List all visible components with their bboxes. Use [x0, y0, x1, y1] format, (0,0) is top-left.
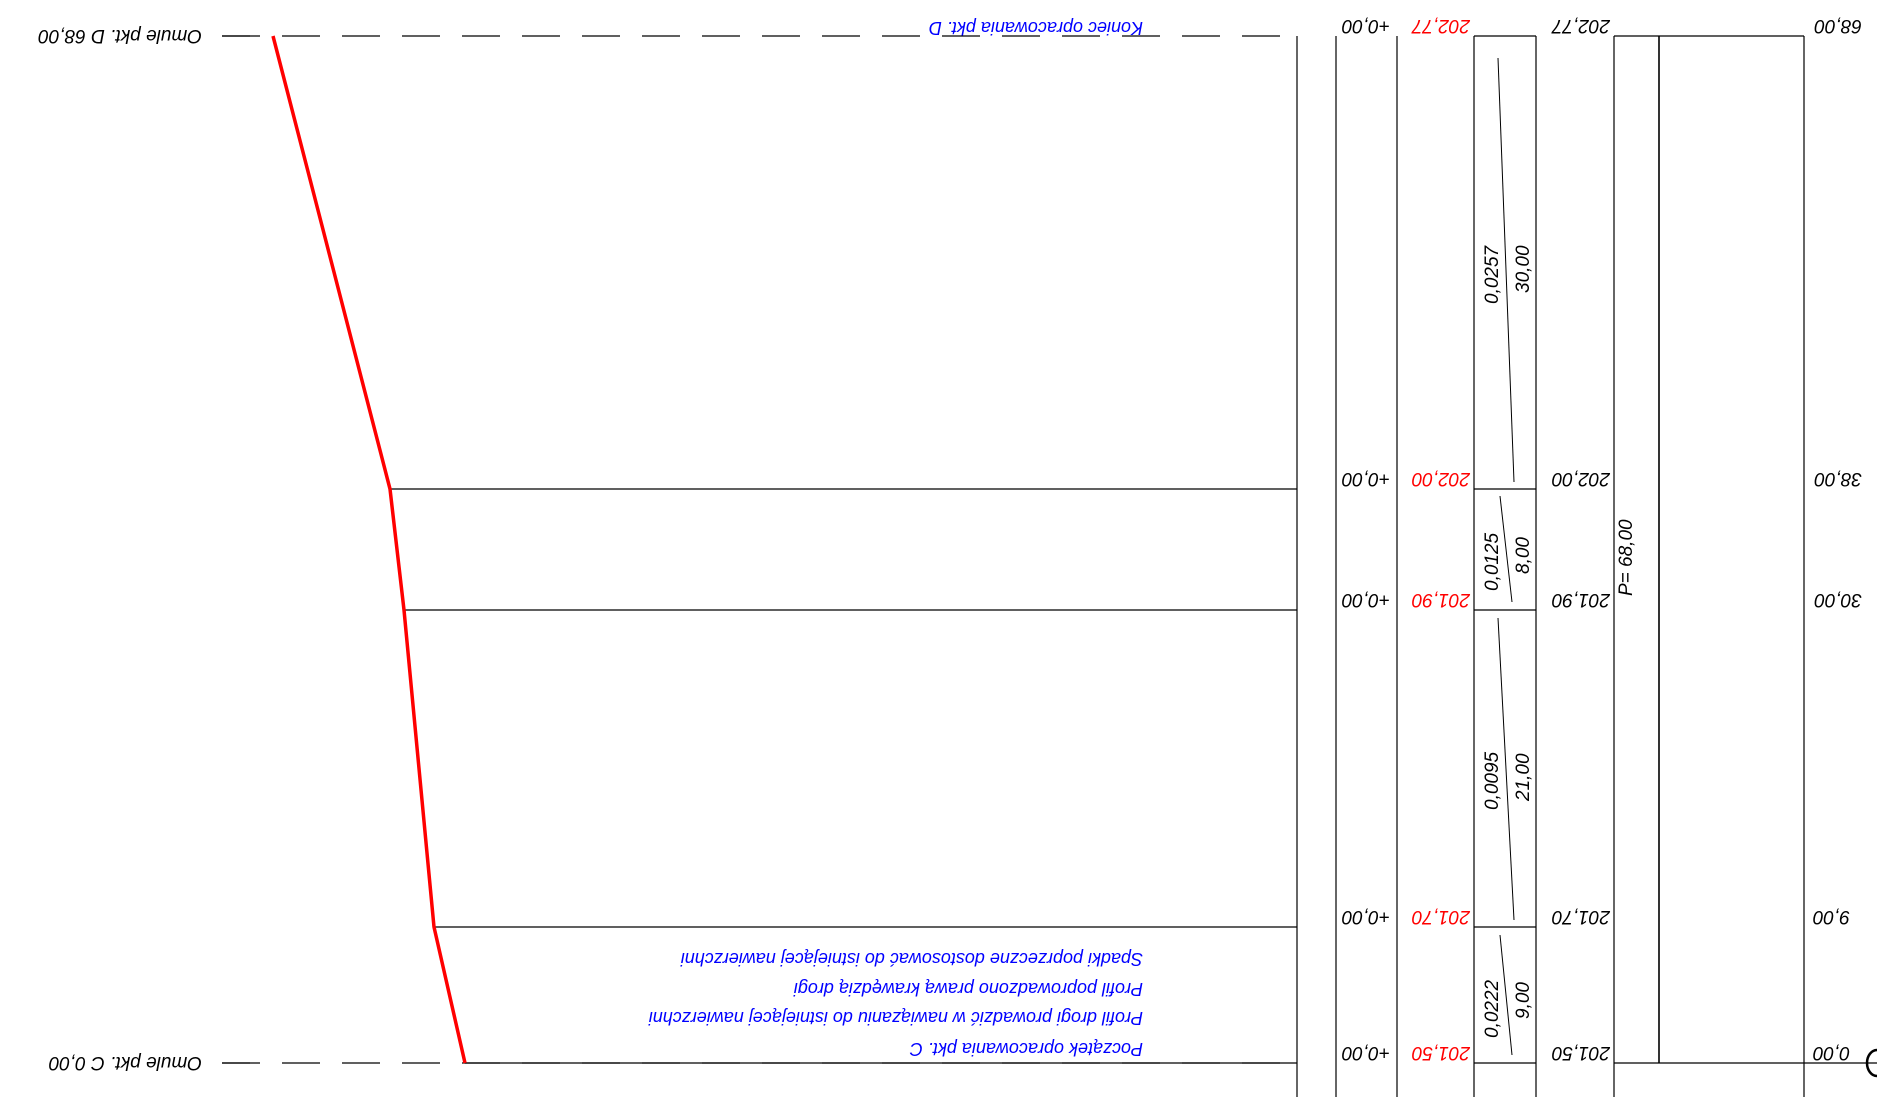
note-2: Profil poprowadzono prawą krawędzią drog…	[793, 979, 1143, 999]
profile-line	[271, 35, 467, 1064]
grade-stroke-4	[1499, 934, 1513, 1056]
note-3: Profil drogi prowadzić w nawiązaniu do i…	[648, 1008, 1143, 1028]
station-9: 9,00	[1813, 906, 1850, 927]
design-elev-68: 202,77	[1410, 15, 1471, 36]
design-elev-0: 201,50	[1411, 1042, 1471, 1063]
end-label-top: Omule pkt. D 68,00	[38, 25, 202, 46]
grade-length-4: 9,00	[1513, 982, 1534, 1019]
diff-0: +0,00	[1341, 1042, 1390, 1063]
terrain-elev-0: 201,50	[1551, 1042, 1611, 1063]
design-elev-9: 201,70	[1411, 906, 1471, 927]
diff-68: +0,00	[1341, 15, 1390, 36]
notes-upside-down: Koniec opracowania pkt. D Spadki poprzec…	[648, 18, 1143, 1059]
grade-stroke-2	[1499, 495, 1513, 603]
station-0: 0,00	[1813, 1042, 1850, 1063]
grade-slope-2: 0,0125	[1482, 532, 1503, 591]
grade-slope-4: 0,0222	[1482, 979, 1503, 1038]
diff-38: +0,00	[1341, 468, 1390, 489]
grade-slope-1: 0,0257	[1482, 244, 1503, 304]
diff-9: +0,00	[1341, 906, 1390, 927]
grade-slope-3: 0,0095	[1482, 751, 1503, 810]
terrain-elev-30: 201,90	[1551, 589, 1611, 610]
grade-stroke-3	[1497, 617, 1515, 921]
terrain-elev-9: 201,70	[1551, 906, 1611, 927]
station-marker-icon	[1865, 1048, 1877, 1078]
terrain-elev-38: 202,00	[1551, 468, 1611, 489]
end-label-bottom: Omule pkt. C 0,00	[48, 1052, 202, 1073]
grade-length-2: 8,00	[1513, 537, 1534, 574]
plan-label: P= 68,00	[1616, 519, 1637, 596]
grade-length-1: 30,00	[1513, 245, 1534, 293]
station-68: 68,00	[1814, 15, 1862, 36]
note-4: Początek opracowania pkt. C	[909, 1039, 1143, 1059]
note-1: Spadki poprzeczne dostosować do istnieją…	[680, 949, 1143, 969]
grade-length-3: 21,00	[1513, 753, 1534, 802]
station-38: 38,00	[1814, 468, 1862, 489]
station-30: 30,00	[1814, 589, 1862, 610]
design-elev-30: 201,90	[1411, 589, 1471, 610]
diff-30: +0,00	[1341, 589, 1390, 610]
grade-stroke-1	[1497, 57, 1515, 483]
title-top: Koniec opracowania pkt. D	[929, 18, 1143, 38]
terrain-elev-68: 202,77	[1550, 15, 1611, 36]
design-elev-38: 202,00	[1411, 468, 1471, 489]
